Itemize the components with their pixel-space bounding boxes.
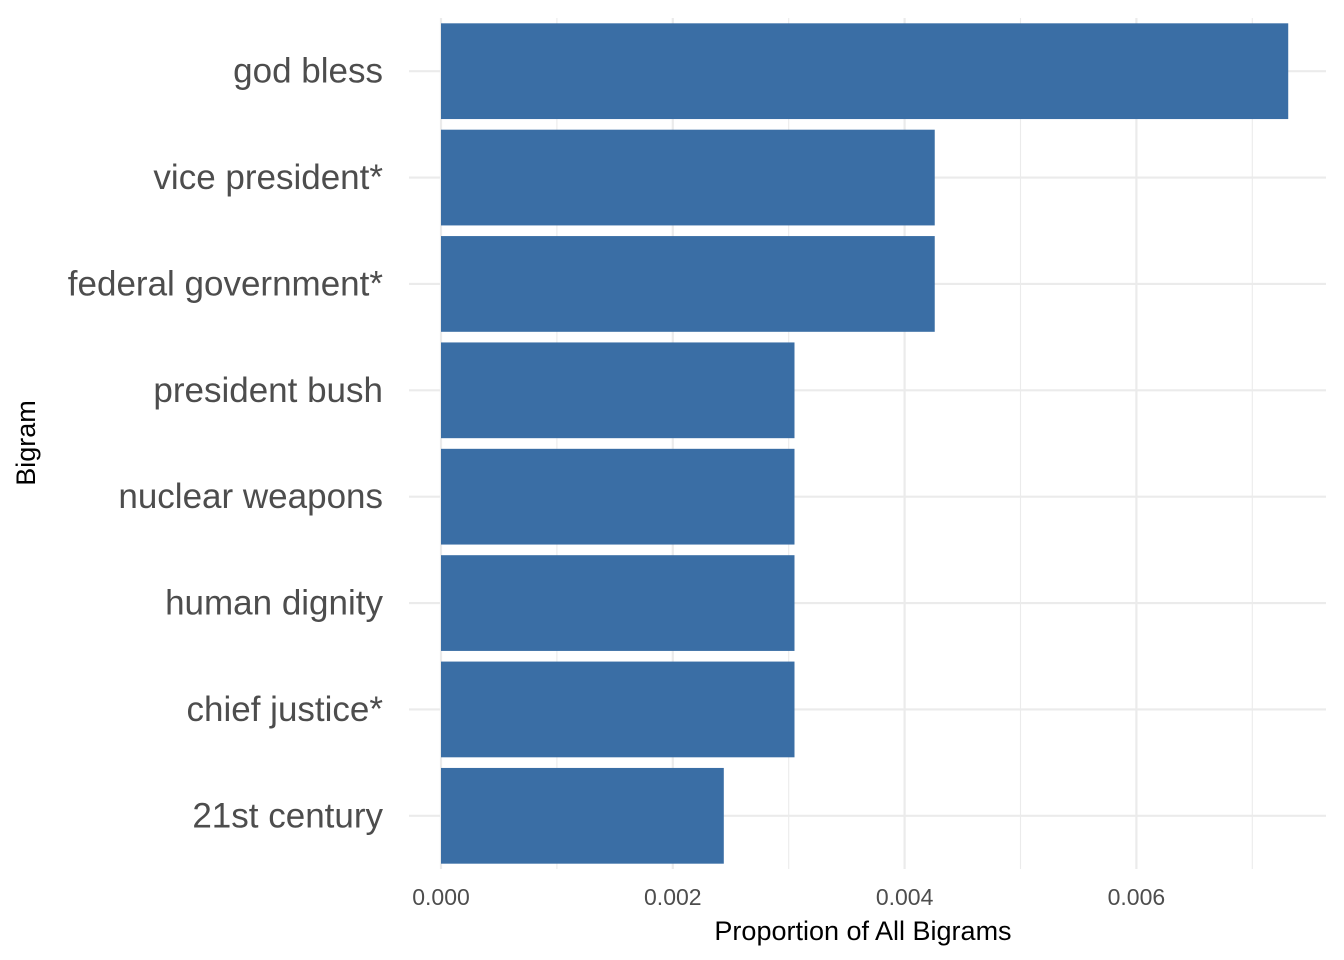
category-label: human dignity (165, 584, 383, 623)
bar (441, 129, 935, 226)
category-label: 21st century (192, 796, 383, 835)
category-labels: god bless vice president* federal governme… (68, 52, 384, 836)
category-label: nuclear weapons (118, 477, 383, 516)
x-tick-label: 0.002 (644, 884, 702, 910)
x-axis-title: Proportion of All Bigrams (714, 916, 1011, 946)
category-label: god bless (233, 52, 383, 91)
bar (441, 236, 935, 332)
category-label: chief justice* (187, 690, 384, 729)
bar (441, 555, 795, 651)
category-label: president bush (153, 371, 383, 410)
category-label: federal government* (68, 264, 384, 303)
x-tick-label: 0.006 (1108, 884, 1166, 910)
bar (441, 23, 1289, 120)
x-tick-label: 0.004 (876, 884, 934, 910)
x-tick-label: 0.000 (412, 884, 470, 910)
bar (441, 767, 724, 864)
bar (441, 342, 795, 439)
bar (441, 448, 795, 545)
y-axis-title: Bigram (11, 400, 41, 486)
x-tick-labels: 0.000 0.002 0.004 0.006 (412, 884, 1165, 910)
bars (441, 23, 1289, 864)
bar (441, 661, 795, 758)
category-label: vice president* (153, 158, 383, 197)
